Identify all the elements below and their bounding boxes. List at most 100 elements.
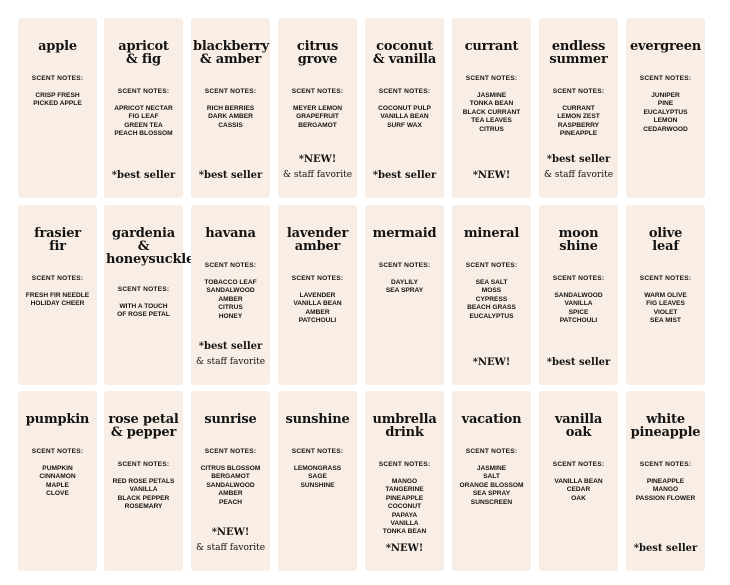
scent-notes-heading: SCENT NOTES: bbox=[465, 448, 518, 455]
scent-notes: CRISP FRESH PICKED APPLE bbox=[33, 92, 82, 108]
scent-notes-heading: SCENT NOTES: bbox=[31, 448, 84, 455]
scent-name: citrus grove bbox=[296, 39, 339, 67]
scent-notes: WARM OLIVE FIG LEAVES VIOLET SEA MIST bbox=[644, 292, 687, 325]
scent-name: rose petal & pepper bbox=[108, 412, 179, 440]
scent-name: frasier fir bbox=[34, 226, 81, 254]
scent-label: currant SCENT NOTES: JASMINE TONKA BEAN BL… bbox=[452, 18, 531, 198]
scent-label: frasier fir SCENT NOTES: FRESH FIR NEEDLE … bbox=[18, 205, 97, 385]
scent-name: vanilla oak bbox=[554, 412, 603, 440]
scent-name: endless summer bbox=[549, 39, 608, 67]
scent-tag: *NEW! bbox=[472, 170, 511, 181]
scent-tag: *best seller bbox=[198, 170, 263, 181]
scent-notes: WITH A TOUCH OF ROSE PETAL bbox=[117, 303, 170, 319]
scent-name: mermaid bbox=[372, 226, 437, 241]
scent-notes: APRICOT NECTAR FIG LEAF GREEN TEA PEACH … bbox=[114, 105, 173, 138]
scent-label: gardenia & honeysuckle SCENT NOTES: WITH A… bbox=[104, 205, 194, 385]
scent-notes: PINEAPPLE MANGO PASSION FLOWER bbox=[635, 478, 696, 502]
scent-label: moon shine SCENT NOTES: SANDALWOOD VANILLA… bbox=[539, 205, 618, 385]
scent-notes: MEYER LEMON GRAPEFRUIT BERGAMOT bbox=[292, 105, 343, 129]
scent-notes: LAVENDER VANILLA BEAN AMBER PATCHOULI bbox=[293, 292, 342, 325]
scent-label: lavender amber SCENT NOTES: LAVENDER VANIL… bbox=[278, 205, 357, 385]
scent-label: coconut & vanilla SCENT NOTES: COCONUT PUL… bbox=[365, 18, 444, 198]
scent-notes-heading: SCENT NOTES: bbox=[639, 461, 692, 468]
scent-notes-heading: SCENT NOTES: bbox=[204, 262, 257, 269]
scent-name: sunrise bbox=[204, 412, 257, 427]
scent-name: currant bbox=[464, 39, 519, 54]
scent-tag-secondary: & staff favorite bbox=[543, 170, 614, 180]
scent-tag: *best seller bbox=[372, 170, 437, 181]
scent-tag: *NEW! bbox=[298, 154, 337, 165]
scent-notes: CURRANT LEMON ZEST RASPBERRY PINEAPPLE bbox=[557, 105, 600, 138]
scent-notes-heading: SCENT NOTES: bbox=[552, 275, 605, 282]
scent-notes: FRESH FIR NEEDLE HOLIDAY CHEER bbox=[25, 292, 90, 308]
scent-label: mineral SCENT NOTES: SEA SALT MOSS CYPRESS… bbox=[452, 205, 531, 385]
scent-tag-secondary: & staff favorite bbox=[195, 357, 266, 367]
scent-label: sunrise SCENT NOTES: CITRUS BLOSSOM BERGAM… bbox=[191, 391, 270, 571]
scent-name: white pineapple bbox=[630, 412, 701, 440]
scent-notes: JASMINE TONKA BEAN BLACK CURRANT TEA LEA… bbox=[462, 92, 521, 133]
scent-notes-heading: SCENT NOTES: bbox=[117, 88, 170, 95]
scent-name: blackberry & amber bbox=[193, 39, 269, 67]
label-sheet: apple SCENT NOTES: CRISP FRESH PICKED APPL… bbox=[14, 14, 722, 582]
scent-notes-heading: SCENT NOTES: bbox=[204, 88, 257, 95]
scent-notes-heading: SCENT NOTES: bbox=[465, 75, 518, 82]
scent-notes: PUMPKIN CINNAMON MAPLE CLOVE bbox=[39, 465, 76, 498]
scent-notes: SEA SALT MOSS CYPRESS BEACH GRASS EUCALY… bbox=[467, 279, 516, 320]
scent-label: apple SCENT NOTES: CRISP FRESH PICKED APPL… bbox=[18, 18, 97, 198]
scent-label: vanilla oak SCENT NOTES: VANILLA BEAN CEDA… bbox=[539, 391, 618, 571]
scent-name: lavender amber bbox=[286, 226, 349, 254]
scent-notes-heading: SCENT NOTES: bbox=[552, 461, 605, 468]
scent-name: moon shine bbox=[558, 226, 599, 254]
scent-notes: CITRUS BLOSSOM BERGAMOT SANDALWOOD AMBER… bbox=[200, 465, 261, 506]
scent-label: olive leaf SCENT NOTES: WARM OLIVE FIG LEA… bbox=[626, 205, 705, 385]
scent-notes: MANGO TANGERINE PINEAPPLE COCONUT PAPAYA… bbox=[382, 478, 427, 536]
scent-tag: *best seller bbox=[546, 154, 611, 165]
scent-name: olive leaf bbox=[648, 226, 683, 254]
scent-label: citrus grove SCENT NOTES: MEYER LEMON GRAP… bbox=[278, 18, 357, 198]
scent-name: umbrella drink bbox=[372, 412, 437, 440]
scent-notes-heading: SCENT NOTES: bbox=[639, 75, 692, 82]
scent-notes-heading: SCENT NOTES: bbox=[291, 275, 344, 282]
scent-notes: VANILLA BEAN CEDAR OAK bbox=[554, 478, 603, 502]
scent-tag-secondary: & staff favorite bbox=[282, 170, 353, 180]
scent-label: mermaid SCENT NOTES: DAYLILY SEA SPRAY bbox=[365, 205, 444, 385]
scent-tag: *best seller bbox=[111, 170, 176, 181]
scent-notes: COCONUT PULP VANILLA BEAN SURF WAX bbox=[378, 105, 431, 129]
scent-name: sunshine bbox=[285, 412, 350, 427]
scent-notes-heading: SCENT NOTES: bbox=[378, 461, 431, 468]
scent-tag: *NEW! bbox=[472, 357, 511, 368]
scent-label: white pineapple SCENT NOTES: PINEAPPLE MAN… bbox=[626, 391, 705, 571]
scent-name: pumpkin bbox=[25, 412, 90, 427]
scent-notes-heading: SCENT NOTES: bbox=[552, 88, 605, 95]
scent-notes: LEMONGRASS SAGE SUNSHINE bbox=[293, 465, 342, 489]
scent-label: pumpkin SCENT NOTES: PUMPKIN CINNAMON MAPL… bbox=[18, 391, 97, 571]
scent-label: apricot & fig SCENT NOTES: APRICOT NECTAR … bbox=[104, 18, 183, 198]
scent-notes-heading: SCENT NOTES: bbox=[465, 262, 518, 269]
scent-notes-heading: SCENT NOTES: bbox=[639, 275, 692, 282]
scent-label: blackberry & amber SCENT NOTES: RICH BERRI… bbox=[191, 18, 270, 198]
scent-notes: JUNIPER PINE EUCALYPTUS LEMON CEDARWOOD bbox=[643, 92, 688, 133]
scent-notes: SANDALWOOD VANILLA SPICE PATCHOULI bbox=[554, 292, 603, 325]
scent-name: apple bbox=[38, 39, 77, 54]
scent-tag: *best seller bbox=[546, 357, 611, 368]
scent-name: havana bbox=[205, 226, 256, 241]
scent-name: mineral bbox=[463, 226, 520, 241]
scent-notes: RED ROSE PETALS VANILLA BLACK PEPPER ROS… bbox=[112, 478, 175, 511]
scent-notes: TOBACCO LEAF SANDALWOOD AMBER CITRUS HON… bbox=[204, 279, 257, 320]
scent-notes-heading: SCENT NOTES: bbox=[291, 88, 344, 95]
scent-label: vacation SCENT NOTES: JASMINE SALT ORANGE … bbox=[452, 391, 531, 571]
scent-name: coconut & vanilla bbox=[372, 39, 437, 67]
scent-label: umbrella drink SCENT NOTES: MANGO TANGERIN… bbox=[365, 391, 444, 571]
scent-notes-heading: SCENT NOTES: bbox=[204, 448, 257, 455]
scent-tag: *best seller bbox=[198, 341, 263, 352]
scent-notes-heading: SCENT NOTES: bbox=[31, 275, 84, 282]
scent-name: vacation bbox=[461, 412, 522, 427]
scent-tag: *NEW! bbox=[211, 527, 250, 538]
scent-notes: DAYLILY SEA SPRAY bbox=[385, 279, 424, 295]
scent-label: sunshine SCENT NOTES: LEMONGRASS SAGE SUNS… bbox=[278, 391, 357, 571]
scent-notes: JASMINE SALT ORANGE BLOSSOM SEA SPRAY SU… bbox=[459, 465, 524, 506]
scent-label: endless summer SCENT NOTES: CURRANT LEMON … bbox=[539, 18, 618, 198]
scent-notes-heading: SCENT NOTES: bbox=[378, 262, 431, 269]
scent-notes: RICH BERRIES DARK AMBER CASSIS bbox=[206, 105, 255, 129]
scent-tag: *NEW! bbox=[385, 543, 424, 554]
